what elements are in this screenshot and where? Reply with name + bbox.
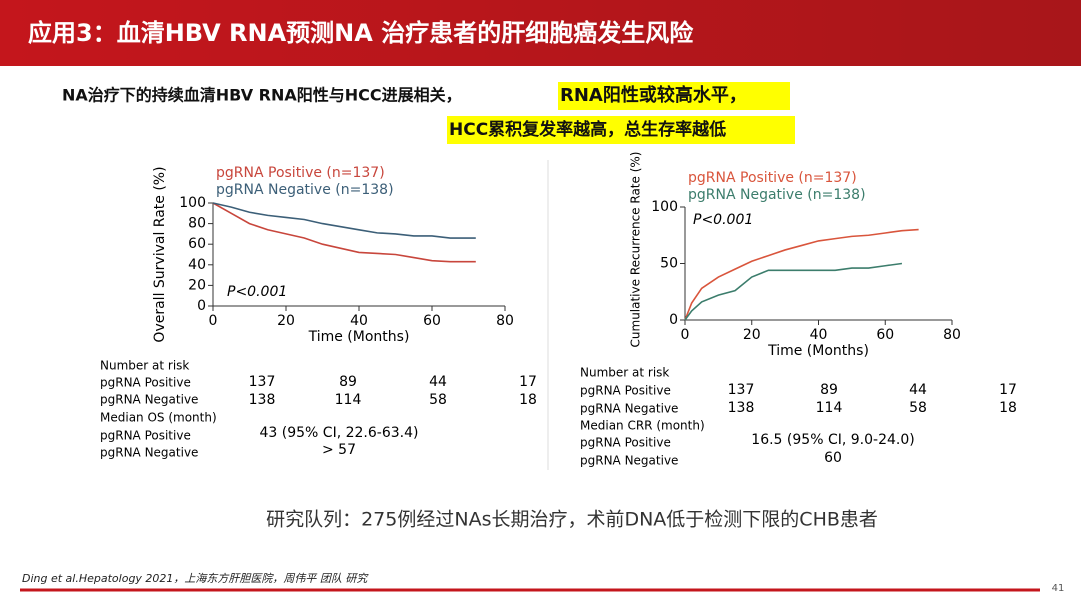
x-tick-label: 20 xyxy=(277,313,295,329)
km-curve xyxy=(212,202,476,239)
risk-number: 138 xyxy=(249,392,276,408)
x-tick-label: 40 xyxy=(810,327,828,343)
y-tick-label: 80 xyxy=(188,216,206,232)
cohort-text: 研究队列：275例经过NAs长期治疗，术前DNA低于检测下限的CHB患者 xyxy=(266,509,878,531)
risk-label: pgRNA Negative xyxy=(580,402,678,416)
risk-number: 89 xyxy=(820,382,838,398)
risk-number: 138 xyxy=(728,400,755,416)
risk-number: 17 xyxy=(999,382,1017,398)
risk-number: 114 xyxy=(335,392,362,408)
highlight-text: RNA阳性或较高水平， xyxy=(560,84,747,106)
x-axis-label: Time (Months) xyxy=(308,329,410,345)
x-tick-label: 20 xyxy=(743,327,761,343)
x-tick-label: 80 xyxy=(943,327,961,343)
y-axis-label: Overall Survival Rate (%) xyxy=(152,166,168,342)
risk-label: Median CRR (month) xyxy=(580,419,705,433)
risk-number: 44 xyxy=(429,374,447,390)
x-tick-label: 0 xyxy=(681,327,690,343)
legend-entry: pgRNA Negative (n=138) xyxy=(688,187,866,203)
y-tick-label: 40 xyxy=(188,257,206,273)
risk-number: 89 xyxy=(339,374,357,390)
risk-number: 18 xyxy=(519,392,537,408)
y-tick-label: 100 xyxy=(179,195,206,211)
x-tick-label: 0 xyxy=(209,313,218,329)
y-tick-label: 50 xyxy=(660,256,678,272)
risk-label: pgRNA Negative xyxy=(580,454,678,468)
y-axis-label: Cumulative Recurrence Rate (%) xyxy=(629,152,643,348)
risk-label: pgRNA Positive xyxy=(580,384,671,398)
annotation: P<0.001 xyxy=(227,284,287,300)
citation: Ding et al.Hepatology 2021，上海东方肝胆医院，周伟平 … xyxy=(22,572,369,585)
y-tick-label: 20 xyxy=(188,277,206,293)
subtitle: NA治疗下的持续血清HBV RNA阳性与HCC进展相关， xyxy=(62,86,462,105)
x-tick-label: 40 xyxy=(350,313,368,329)
risk-label: pgRNA Negative xyxy=(100,393,198,407)
risk-label: pgRNA Positive xyxy=(580,436,671,450)
median-value: 43 (95% CI, 22.6-63.4) xyxy=(260,425,419,441)
median-value: > 57 xyxy=(322,442,356,458)
highlight-text: HCC累积复发率越高，总生存率越低 xyxy=(449,119,726,140)
x-tick-label: 60 xyxy=(423,313,441,329)
risk-label: Number at risk xyxy=(100,359,189,373)
km-curve xyxy=(684,262,903,321)
header-bar xyxy=(0,0,1081,66)
median-value: 16.5 (95% CI, 9.0-24.0) xyxy=(751,432,914,448)
y-tick-label: 100 xyxy=(651,199,678,215)
median-value: 60 xyxy=(824,450,842,466)
risk-number: 44 xyxy=(909,382,927,398)
annotation: P<0.001 xyxy=(693,212,753,228)
risk-number: 58 xyxy=(909,400,927,416)
highlight-bg xyxy=(558,82,790,110)
y-tick-label: 0 xyxy=(197,298,206,314)
risk-label: Number at risk xyxy=(580,366,669,380)
risk-number: 137 xyxy=(728,382,755,398)
page-number: 41 xyxy=(1052,583,1065,594)
y-tick-label: 0 xyxy=(669,312,678,328)
x-tick-label: 60 xyxy=(876,327,894,343)
legend-entry: pgRNA Negative (n=138) xyxy=(216,182,394,198)
highlight-bg xyxy=(447,116,795,144)
risk-number: 58 xyxy=(429,392,447,408)
risk-label: pgRNA Positive xyxy=(100,376,191,390)
x-axis-label: Time (Months) xyxy=(767,343,869,359)
km-curve xyxy=(212,202,476,263)
legend-entry: pgRNA Positive (n=137) xyxy=(688,170,857,186)
risk-label: pgRNA Positive xyxy=(100,429,191,443)
risk-number: 114 xyxy=(816,400,843,416)
risk-number: 17 xyxy=(519,374,537,390)
risk-number: 137 xyxy=(249,374,276,390)
risk-number: 18 xyxy=(999,400,1017,416)
y-tick-label: 60 xyxy=(188,236,206,252)
risk-label: Median OS (month) xyxy=(100,411,217,425)
legend-entry: pgRNA Positive (n=137) xyxy=(216,165,385,181)
x-tick-label: 80 xyxy=(496,313,514,329)
km-curve xyxy=(684,228,919,321)
slide-title: 应用3：血清HBV RNA预测NA 治疗患者的肝细胞癌发生风险 xyxy=(28,19,694,47)
risk-label: pgRNA Negative xyxy=(100,446,198,460)
